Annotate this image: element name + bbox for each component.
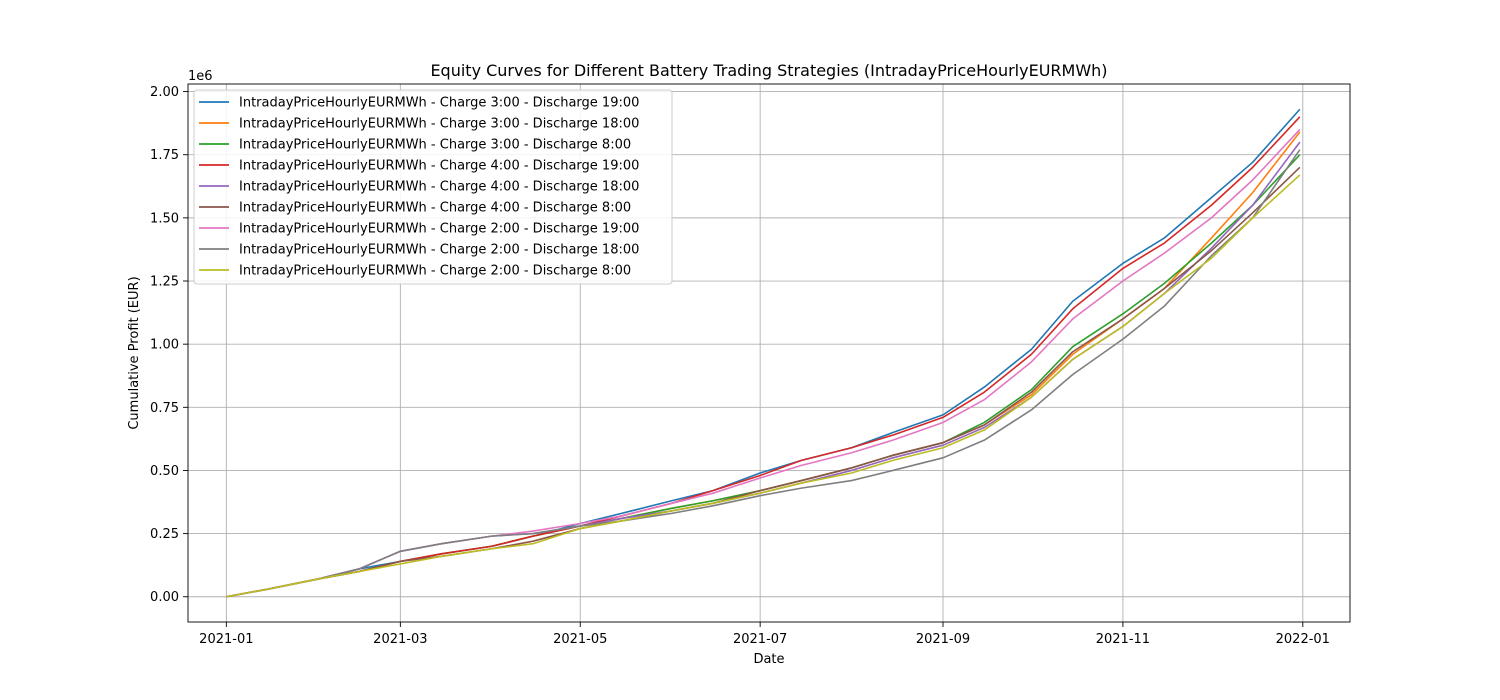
- y-tick-label: 1.75: [150, 148, 179, 163]
- legend: IntradayPriceHourlyEURMWh - Charge 3:00 …: [193, 89, 673, 285]
- chart-title: Equity Curves for Different Battery Trad…: [430, 61, 1107, 80]
- series-line-9: [226, 174, 1301, 598]
- y-axis-ticks: 0.00 0.25 0.50 0.75 1.00 1.25 1.50 1.75 2.00: [150, 85, 188, 605]
- y-tick-label: 0.50: [150, 464, 179, 479]
- y-tick-label: 1.25: [150, 275, 179, 290]
- legend-label-2: IntradayPriceHourlyEURMWh - Charge 3:00 …: [239, 117, 639, 132]
- y-tick-label: 1.50: [150, 211, 179, 226]
- x-tick-label: 2021-03: [373, 632, 427, 647]
- legend-label-7: IntradayPriceHourlyEURMWh - Charge 2:00 …: [239, 222, 639, 237]
- x-tick-label: 2021-11: [1096, 632, 1150, 647]
- legend-label-3: IntradayPriceHourlyEURMWh - Charge 3:00 …: [239, 138, 631, 153]
- series-line-6: [226, 166, 1301, 598]
- legend-label-8: IntradayPriceHourlyEURMWh - Charge 2:00 …: [239, 243, 639, 258]
- legend-label-9: IntradayPriceHourlyEURMWh - Charge 2:00 …: [239, 264, 631, 279]
- y-tick-label: 0.75: [150, 401, 179, 416]
- plot-frame: [187, 83, 1351, 623]
- legend-label-4: IntradayPriceHourlyEURMWh - Charge 4:00 …: [239, 159, 639, 174]
- y-tick-label: 0.25: [150, 527, 179, 542]
- legend-label-5: IntradayPriceHourlyEURMWh - Charge 4:00 …: [239, 180, 639, 195]
- y-axis-multiplier: 1e6: [188, 69, 213, 84]
- y-axis-label: Cumulative Profit (EUR): [127, 276, 142, 429]
- legend-box: [193, 89, 673, 285]
- x-tick-label: 2022-01: [1276, 632, 1330, 647]
- y-tick-label: 0.00: [150, 590, 179, 605]
- legend-label-1: IntradayPriceHourlyEURMWh - Charge 3:00 …: [239, 96, 639, 111]
- x-tick-label: 2021-09: [916, 632, 970, 647]
- grid: [188, 84, 1350, 622]
- x-tick-label: 2021-01: [199, 632, 253, 647]
- y-tick-label: 2.00: [150, 85, 179, 100]
- x-axis-label: Date: [753, 652, 784, 667]
- x-axis-ticks: 2021-01 2021-03 2021-05 2021-07 2021-09 2021-…: [199, 622, 1330, 647]
- series-lines: [226, 108, 1301, 598]
- series-line-8: [226, 149, 1301, 598]
- y-tick-label: 1.00: [150, 338, 179, 353]
- x-tick-label: 2021-07: [733, 632, 787, 647]
- x-tick-label: 2021-05: [553, 632, 607, 647]
- legend-label-6: IntradayPriceHourlyEURMWh - Charge 4:00 …: [239, 201, 631, 216]
